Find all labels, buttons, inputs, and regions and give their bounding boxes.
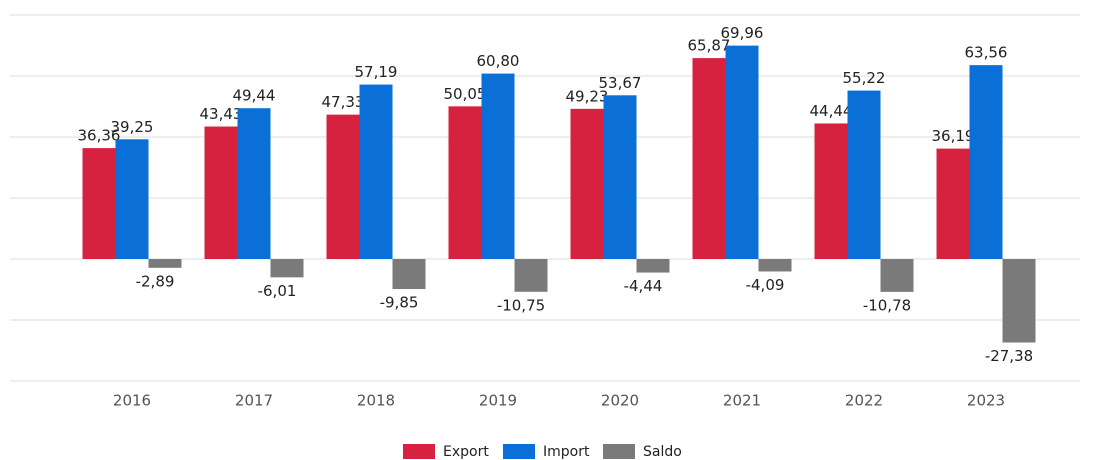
legend-swatch (403, 444, 435, 459)
data-label: 60,80 (477, 52, 520, 70)
bar (758, 259, 792, 272)
data-label: 36,36 (78, 127, 121, 145)
bar (148, 259, 182, 268)
bar (692, 58, 726, 260)
legend-label: Saldo (643, 444, 682, 460)
bar (481, 73, 515, 259)
data-label: -9,85 (380, 294, 419, 312)
data-label: 63,56 (965, 44, 1008, 62)
data-label: 55,22 (843, 69, 886, 87)
bar (570, 108, 604, 259)
data-label: -10,75 (497, 296, 545, 314)
data-label: 47,33 (322, 93, 365, 111)
bar (1002, 259, 1036, 343)
bar (880, 259, 914, 292)
data-label: 44,44 (810, 102, 853, 120)
bar (814, 123, 848, 259)
data-label: 49,23 (566, 87, 609, 105)
legend-swatch (603, 444, 635, 459)
bar (204, 126, 238, 259)
data-label: -4,44 (624, 277, 663, 295)
x-tick-label: 2018 (357, 392, 395, 410)
bar (969, 65, 1003, 259)
data-label: 69,96 (721, 24, 764, 42)
bar (115, 139, 149, 259)
bar (359, 84, 393, 260)
x-tick-label: 2022 (845, 392, 883, 410)
bar (237, 108, 271, 259)
legend-swatch (503, 444, 535, 459)
bar (448, 106, 482, 259)
x-tick-label: 2021 (723, 392, 761, 410)
bar (636, 259, 670, 273)
x-tick-label: 2017 (235, 392, 273, 410)
data-label: 65,87 (688, 37, 731, 55)
x-tick-label: 2019 (479, 392, 517, 410)
data-label: 50,05 (444, 85, 487, 103)
data-label: 36,19 (932, 127, 975, 145)
x-tick-label: 2020 (601, 392, 639, 410)
data-label: 57,19 (355, 63, 398, 81)
data-label: 39,25 (111, 118, 154, 136)
bar (326, 114, 360, 260)
data-label: 43,43 (200, 105, 243, 123)
bar (725, 45, 759, 259)
data-label: 53,67 (599, 74, 642, 92)
data-label: -2,89 (136, 272, 175, 290)
legend-label: Import (543, 444, 590, 460)
data-label: -4,09 (746, 276, 785, 294)
bar (270, 259, 304, 278)
bar (847, 90, 881, 259)
data-label: -6,01 (258, 282, 297, 300)
bar (514, 259, 548, 292)
bar (82, 148, 116, 259)
bar (936, 148, 970, 259)
legend-label: Export (443, 444, 489, 460)
bar (392, 259, 426, 290)
bar (603, 95, 637, 259)
data-label: -10,78 (863, 296, 911, 314)
x-tick-label: 2016 (113, 392, 151, 410)
data-label: 49,44 (233, 87, 276, 105)
data-label: -27,38 (985, 347, 1033, 365)
x-tick-label: 2023 (967, 392, 1005, 410)
